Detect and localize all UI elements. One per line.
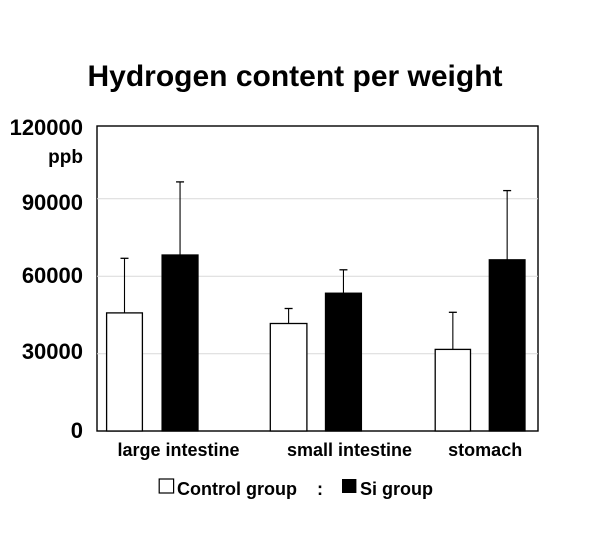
svg-text:large intestine: large intestine	[117, 440, 239, 460]
svg-text:Hydrogen content per weight: Hydrogen content per weight	[87, 60, 502, 93]
svg-text::: :	[317, 479, 323, 499]
svg-text:small intestine: small intestine	[287, 440, 412, 460]
svg-text:0: 0	[71, 418, 83, 443]
svg-text:stomach: stomach	[448, 440, 522, 460]
svg-text:ppb: ppb	[48, 147, 83, 168]
svg-text:90000: 90000	[22, 190, 83, 215]
svg-text:60000: 60000	[22, 263, 83, 288]
svg-text:120000: 120000	[10, 115, 83, 140]
svg-text:Si group: Si group	[360, 479, 433, 499]
svg-text:30000: 30000	[22, 339, 83, 364]
svg-text:Control group: Control group	[177, 479, 297, 499]
